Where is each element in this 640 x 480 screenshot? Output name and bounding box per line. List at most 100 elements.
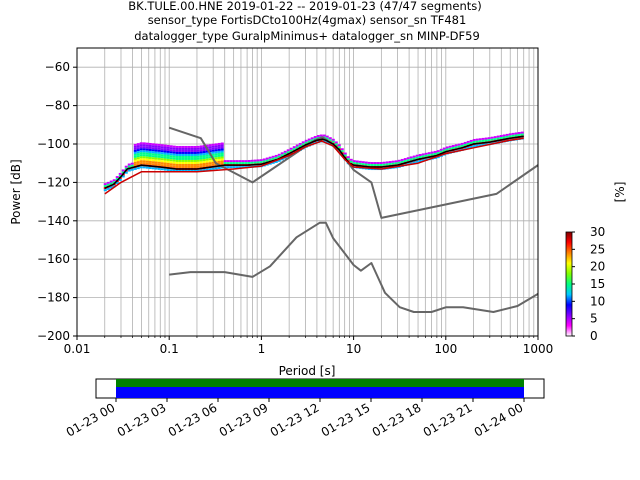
density-cell (154, 163, 158, 166)
density-cell (358, 160, 362, 163)
density-cell (187, 155, 191, 158)
density-cell (133, 167, 137, 170)
density-cell (175, 169, 179, 172)
density-cell (277, 153, 281, 156)
density-cell (436, 152, 440, 155)
density-cell (190, 145, 194, 148)
density-cell (166, 146, 170, 149)
density-cell (154, 147, 158, 150)
density-cell (214, 157, 218, 160)
density-cell (202, 165, 206, 168)
density-cell (481, 143, 485, 146)
density-cell (175, 165, 179, 168)
y-tick-label: −100 (37, 137, 70, 151)
density-cell (136, 145, 140, 148)
density-cell (184, 147, 188, 150)
density-cell (157, 147, 161, 150)
density-cell (418, 160, 422, 163)
density-cell (184, 163, 188, 166)
density-cell (220, 144, 224, 147)
density-cell (220, 154, 224, 157)
density-cell (457, 143, 461, 146)
density-cell (385, 161, 389, 164)
density-cell (175, 155, 179, 158)
density-cell (415, 154, 419, 157)
density-cell (142, 154, 146, 157)
density-cell (184, 155, 188, 158)
density-cell (397, 159, 401, 162)
density-cell (154, 143, 158, 146)
density-cell (349, 160, 353, 163)
density-cell (238, 162, 242, 165)
density-cell (241, 166, 245, 169)
density-cell (217, 156, 221, 159)
density-cell (190, 165, 194, 168)
density-cell (274, 160, 278, 163)
density-cell (169, 159, 173, 162)
x-tick-label: 0.01 (64, 342, 91, 356)
density-cell (217, 158, 221, 161)
density-cell (139, 162, 143, 165)
density-cell (508, 135, 512, 138)
density-cell (190, 155, 194, 158)
density-cell (199, 169, 203, 172)
density-cell (247, 162, 251, 165)
density-cell (199, 163, 203, 166)
density-cell (217, 148, 221, 151)
density-cell (445, 146, 449, 149)
x-tick-label: 10 (346, 342, 361, 356)
density-cell (145, 156, 149, 159)
density-cell (325, 137, 329, 140)
density-cell (133, 163, 137, 166)
x-axis-ticks: 0.01 0.1 1 10 100 1000 (64, 336, 553, 356)
density-cell (172, 159, 176, 162)
density-cell (214, 155, 218, 158)
density-cell (211, 145, 215, 148)
density-cell (205, 152, 209, 155)
density-cell (472, 144, 476, 147)
density-cell (376, 164, 380, 167)
density-cell (448, 147, 452, 150)
density-cell (331, 138, 335, 141)
density-cell (142, 144, 146, 147)
density-cell (202, 161, 206, 164)
density-cell (166, 158, 170, 161)
chart-title-line-2: sensor_type FortisDCto100Hz(4gmax) senso… (148, 13, 467, 27)
density-cell (181, 163, 185, 166)
density-cell (154, 155, 158, 158)
density-cell (124, 171, 128, 174)
density-cell (172, 161, 176, 164)
density-cell (196, 169, 200, 172)
density-cell (202, 159, 206, 162)
density-cell (163, 160, 167, 163)
density-cell (148, 154, 152, 157)
density-cell (253, 161, 257, 164)
density-cell (472, 140, 476, 143)
density-cell (214, 167, 218, 170)
density-cell (148, 148, 152, 151)
density-cell (268, 156, 272, 159)
density-cell (472, 138, 476, 141)
density-cell (205, 154, 209, 157)
colorbar-tick-label: 20 (590, 260, 605, 274)
density-cell (190, 157, 194, 160)
density-cell (148, 152, 152, 155)
density-cell (370, 162, 374, 165)
density-cell (154, 151, 158, 154)
density-cell (145, 142, 149, 145)
density-cell (487, 137, 491, 140)
density-cell (352, 160, 356, 163)
density-cell (184, 159, 188, 162)
timeline-tick-label: 01-23 15 (319, 400, 373, 439)
density-cell (118, 174, 122, 177)
density-cell (508, 133, 512, 136)
density-cell (136, 143, 140, 146)
density-cell (139, 142, 143, 145)
density-cell (184, 149, 188, 152)
density-cell (451, 147, 455, 150)
density-cell (475, 140, 479, 143)
density-cell (409, 156, 413, 159)
y-tick-label: −200 (37, 329, 70, 343)
density-cell (112, 181, 116, 184)
density-cell (361, 161, 365, 164)
